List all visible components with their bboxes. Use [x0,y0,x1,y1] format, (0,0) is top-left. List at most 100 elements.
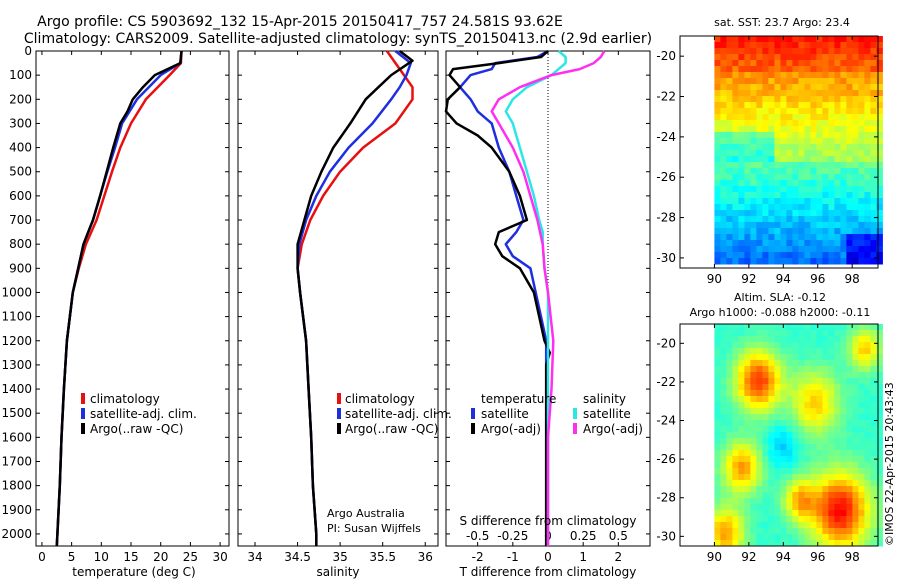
map-cell [810,432,817,439]
map-cell [810,366,817,373]
map-cell [774,372,781,379]
map-cell [858,528,865,535]
map-cell [714,222,721,229]
map-cell [822,198,829,205]
map-cell [732,336,739,343]
map-cell [870,60,877,67]
map-cell [720,114,727,121]
map-cell [846,438,853,445]
map-cell [786,504,793,511]
map-cell [822,444,829,451]
map-cell [810,114,817,121]
map-cell [876,120,883,127]
map-cell [798,336,805,343]
map-cell [816,174,823,181]
map-cell [870,426,877,433]
y-tick-label: -30 [656,251,676,265]
map-cell [762,360,769,367]
map-cell [774,474,781,481]
map-cell [738,534,745,541]
temperature-panel-frame [35,50,230,547]
map-cell [810,414,817,421]
map-cell [738,258,745,265]
map-cell [786,522,793,529]
map-cell [720,204,727,211]
map-cell [780,168,787,175]
map-cell [786,48,793,55]
map-cell [756,534,763,541]
map-cell [774,516,781,523]
map-cell [798,342,805,349]
map-cell [762,132,769,139]
map-cell [864,180,871,187]
map-cell [804,198,811,205]
map-cell [858,402,865,409]
sla-map-title-line2: Argo h1000: -0.088 h2000: -0.11 [690,306,871,319]
map-cell [834,366,841,373]
map-cell [786,426,793,433]
map-cell [762,504,769,511]
map-cell [732,414,739,421]
map-cell [780,120,787,127]
map-cell [816,198,823,205]
map-cell [810,384,817,391]
map-cell [762,216,769,223]
map-cell [804,114,811,121]
map-cell [714,390,721,397]
map-cell [798,132,805,139]
map-cell [810,222,817,229]
map-cell [858,540,865,547]
map-cell [786,474,793,481]
map-cell [864,456,871,463]
map-cell [810,462,817,469]
map-cell [852,66,859,73]
map-cell [816,342,823,349]
map-cell [810,378,817,385]
map-cell [744,360,751,367]
map-cell [714,456,721,463]
map-cell [840,438,847,445]
map-cell [780,48,787,55]
map-cell [822,330,829,337]
map-cell [750,228,757,235]
x-tick-label: 36 [418,550,433,564]
map-cell [714,474,721,481]
map-cell [792,342,799,349]
map-cell [780,342,787,349]
map-cell [870,342,877,349]
map-cell [720,222,727,229]
map-cell [726,336,733,343]
map-cell [858,510,865,517]
map-cell [732,60,739,67]
map-cell [726,354,733,361]
map-cell [774,444,781,451]
map-cell [834,324,841,331]
map-cell [834,534,841,541]
map-cell [720,336,727,343]
map-cell [714,504,721,511]
map-cell [720,468,727,475]
map-cell [816,186,823,193]
map-cell [798,234,805,241]
map-cell [834,414,841,421]
map-cell [720,246,727,253]
map-cell [876,366,883,373]
map-cell [714,138,721,145]
map-cell [780,480,787,487]
x-tick-label: 10 [94,550,109,564]
map-cell [876,42,883,49]
map-cell [816,90,823,97]
map-cell [732,222,739,229]
map-cell [840,342,847,349]
map-cell [816,42,823,49]
map-cell [864,108,871,115]
map-cell [804,426,811,433]
map-cell [720,102,727,109]
map-cell [780,384,787,391]
map-cell [798,486,805,493]
map-cell [744,456,751,463]
legend-label-temp-satellite: satellite [481,407,529,421]
map-cell [828,258,835,265]
map-cell [792,252,799,259]
map-cell [876,222,883,229]
